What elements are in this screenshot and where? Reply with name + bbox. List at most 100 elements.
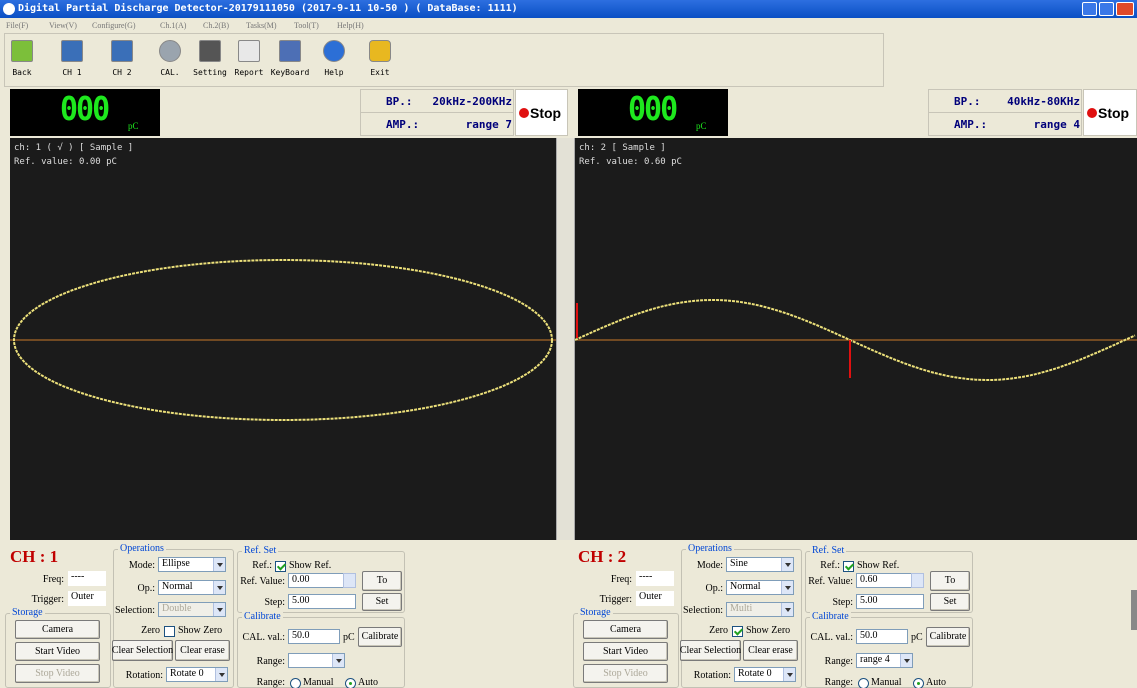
step-label: Step: [832,597,853,608]
storage-button[interactable]: Start Video [15,642,100,661]
level-unit: pC [128,121,139,131]
to-button[interactable]: To [930,571,970,591]
auto-label: Auto [926,677,946,688]
minimize-button[interactable] [1082,2,1097,16]
ref-spinner[interactable] [343,573,356,588]
range-select-text: range 4 [860,654,890,665]
ref-spinner[interactable] [911,573,924,588]
selection-label: Selection: [683,605,723,616]
selection-select-arrow [213,603,225,616]
operations-group-legend: Operations [686,543,734,555]
freq-value: ---- [636,571,674,586]
range-select-arrow [900,654,912,667]
clear-selection-button[interactable]: Clear Selection [112,640,173,661]
toolbar-button[interactable]: Exit [370,68,390,77]
menu-item[interactable]: Tasks(M) [246,21,277,30]
op-select-text: Normal [730,581,761,592]
scope-status: ch: 1 ( √ ) [ Sample ] [14,143,134,153]
mode-select[interactable]: Sine [726,557,794,572]
maximize-button[interactable] [1099,2,1114,16]
clear-erase-button[interactable]: Clear erase [743,640,798,661]
mode-select[interactable]: Ellipse [158,557,226,572]
ref-value-input[interactable]: 0.60 [856,573,924,588]
storage-button[interactable]: Start Video [583,642,668,661]
menu-item[interactable]: File(F) [6,21,29,30]
op-select[interactable]: Normal [158,580,226,595]
op-select[interactable]: Normal [726,580,794,595]
menu-item[interactable]: Configure(G) [92,21,136,30]
ellipse-trace [13,259,553,421]
level-unit: pC [696,121,707,131]
waveform [10,259,556,421]
set-button[interactable]: Set [930,593,970,611]
clear-selection-button[interactable]: Clear Selection [680,640,741,661]
op-select-text: Normal [162,581,193,592]
selection-select: Multi [726,602,794,617]
show-ref-label: Show Ref. [289,560,332,571]
title-bar [0,0,1137,18]
manual-radio[interactable] [290,678,301,688]
cal-value-input[interactable]: 50.0 [856,629,908,644]
toolbar-button[interactable]: CH 1 [62,68,82,77]
to-button[interactable]: To [362,571,402,591]
range-select[interactable]: range 4 [856,653,913,668]
calibrate-button[interactable]: Calibrate [926,627,970,647]
storage-button[interactable]: Camera [583,620,668,639]
range-select[interactable] [288,653,345,668]
step-input[interactable]: 5.00 [856,594,924,609]
show-ref-checkbox[interactable] [275,561,286,572]
rotation-select[interactable]: Rotate 0 [734,667,796,682]
step-input[interactable]: 5.00 [288,594,356,609]
menu-item[interactable]: Tool(T) [294,21,319,30]
show-zero-label: Show Zero [178,625,223,636]
calibrate-group-legend: Calibrate [810,611,851,623]
show-ref-checkbox[interactable] [843,561,854,572]
level-display [10,89,160,136]
stop-dot [1087,108,1097,118]
close-button[interactable] [1116,2,1134,16]
toolbar-icon [61,40,83,62]
toolbar-icon [199,40,221,62]
storage-button[interactable]: Camera [15,620,100,639]
toolbar-button[interactable]: Help [324,68,344,77]
storage-group-legend: Storage [578,607,613,619]
stop-button[interactable]: Stop [515,89,568,136]
toolbar-button[interactable]: Setting [193,68,227,77]
toolbar-button[interactable]: Back [12,68,32,77]
cal-value-input[interactable]: 50.0 [288,629,340,644]
calibrate-button[interactable]: Calibrate [358,627,402,647]
amp-label: AMP.: [386,118,420,131]
auto-radio[interactable] [913,678,924,688]
freq-label: Freq: [610,574,632,585]
menu-item[interactable]: Ch.1(A) [160,21,187,30]
menu-item[interactable]: Ch.2(B) [203,21,229,30]
operations-group-legend: Operations [118,543,166,555]
toolbar [4,33,884,87]
toolbar-button[interactable]: KeyBoard [270,68,310,77]
clear-erase-button[interactable]: Clear erase [175,640,230,661]
selection-select: Double [158,602,226,617]
toolbar-button[interactable]: Report [234,68,264,77]
auto-radio[interactable] [345,678,356,688]
toolbar-button[interactable]: CAL. [160,68,180,77]
auto-label: Auto [358,677,378,688]
menu-item[interactable]: Help(H) [337,21,364,30]
menu-item[interactable]: View(V) [49,21,77,30]
manual-radio[interactable] [858,678,869,688]
toolbar-icon [323,40,345,62]
bp-value: 40kHz-80KHz [1007,95,1080,108]
stop-button[interactable]: Stop [1083,89,1137,136]
toolbar-icon [279,40,301,62]
toolbar-button[interactable]: CH 2 [112,68,132,77]
rotation-select[interactable]: Rotate 0 [166,667,228,682]
set-button[interactable]: Set [362,593,402,611]
trigger-value: Outer [636,591,674,606]
freq-label: Freq: [42,574,64,585]
zero-checkbox[interactable] [732,626,743,637]
zero-checkbox[interactable] [164,626,175,637]
toolbar-icon [369,40,391,62]
amp-value: range 4 [1033,118,1080,131]
channel-name: CH : 2 [578,547,627,566]
title-text: Digital Partial Discharge Detector-20179… [18,3,518,14]
zero-label: Zero [709,625,728,636]
